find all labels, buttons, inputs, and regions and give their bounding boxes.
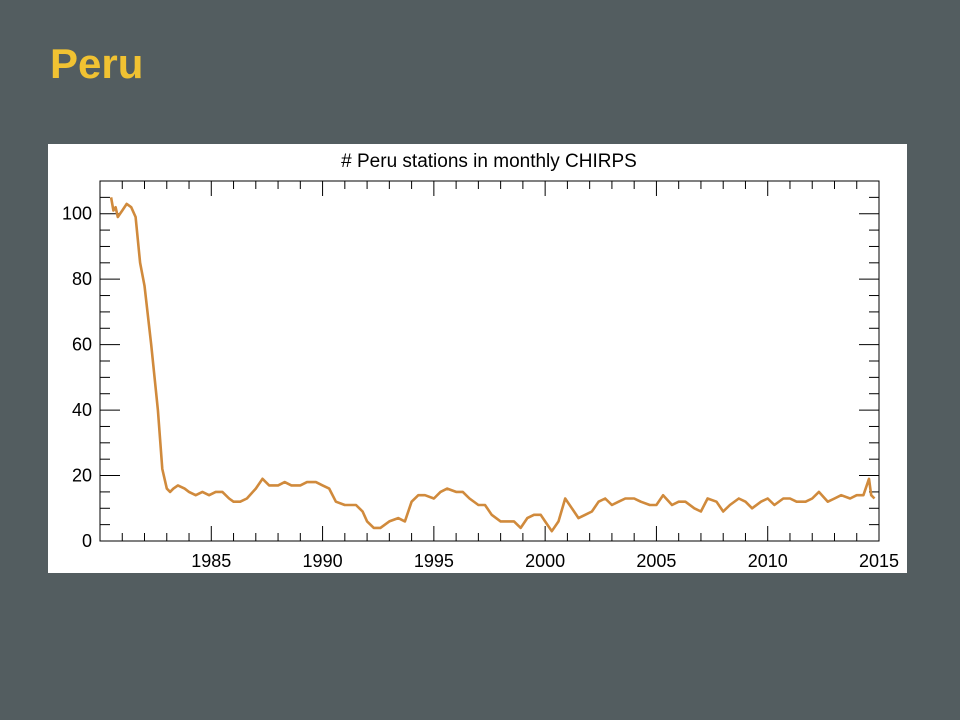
series-layer [109,197,876,533]
series-line [109,197,876,533]
x-tick-label: 2010 [748,551,788,571]
y-tick-label: 40 [72,400,92,420]
axis-ticks [99,180,880,542]
chart-title: # Peru stations in monthly CHIRPS [341,151,637,172]
y-tick-label: 100 [62,204,92,224]
slide-title: Peru [50,40,144,87]
x-tick-label: 2015 [859,551,899,571]
x-tick-label: 1985 [191,551,231,571]
tick-labels: 1985 1990 1995 2000 2005 2010 2015 0 20 40 60 80 100 [62,204,899,571]
x-tick-label: 1995 [414,551,454,571]
x-tick-label: 2005 [636,551,676,571]
y-tick-label: 60 [72,335,92,355]
y-tick-label: 20 [72,466,92,486]
x-tick-label: 2000 [525,551,565,571]
y-tick-label: 0 [82,531,92,551]
line-chart: # Peru stations in monthly CHIRPS 1985 19… [62,151,899,571]
x-tick-label: 1990 [303,551,343,571]
plot-frame [99,180,880,542]
y-tick-label: 80 [72,269,92,289]
chart-panel: # Peru stations in monthly CHIRPS 1985 19… [48,144,907,573]
